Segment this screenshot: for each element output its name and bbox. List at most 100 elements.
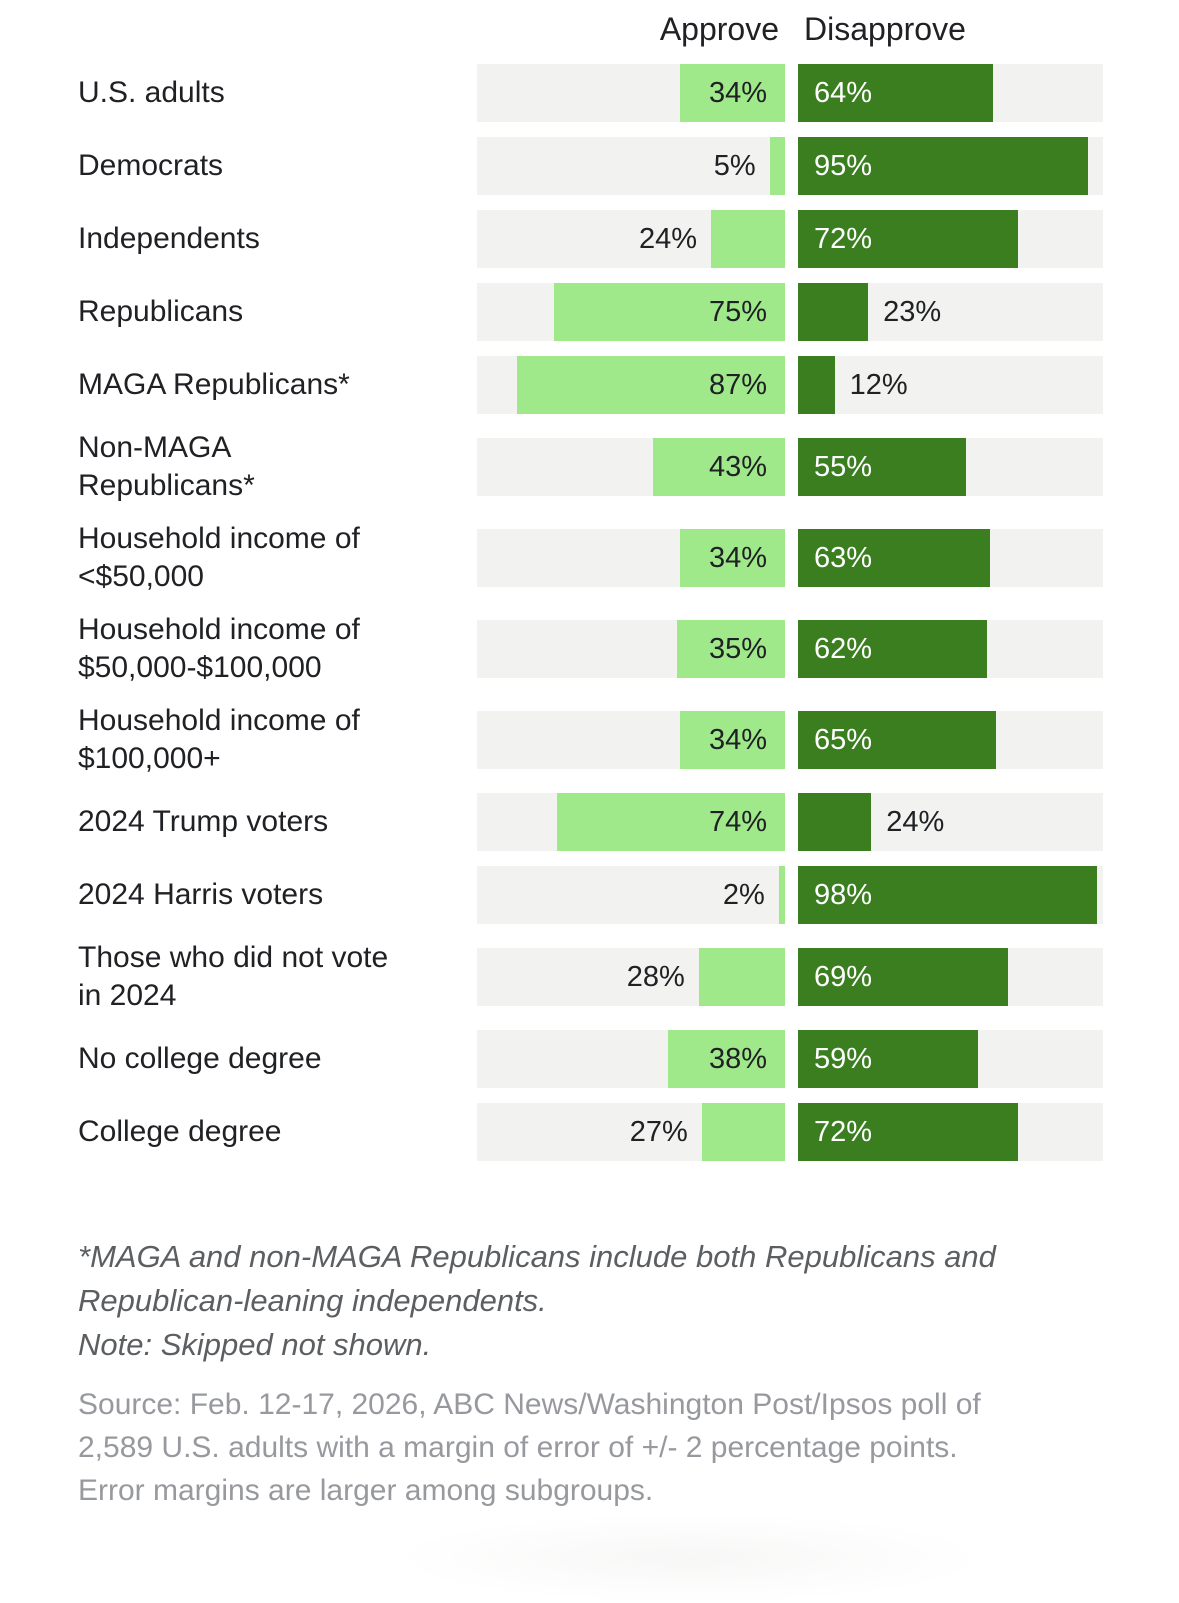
approve-value-label: 34% [708, 76, 767, 109]
approve-bar: 34% [680, 529, 785, 587]
approve-bar: 34% [680, 64, 785, 122]
approve-bar-track: 28% [477, 948, 785, 1006]
approve-bar: 35% [677, 620, 785, 678]
disapprove-bar: 62% [798, 620, 988, 678]
disapprove-value-label: 98% [814, 878, 873, 911]
approve-bar-track: 38% [477, 1030, 785, 1088]
row-group-label: No college degree [78, 1042, 322, 1075]
approve-value-label: 34% [708, 723, 767, 756]
footnote-note: Note: Skipped not shown. [78, 1327, 432, 1362]
disapprove-bar-track: 69% [798, 948, 1103, 1006]
poll-chart-page: Approve Disapprove U.S. adults 34% 64% D… [78, 10, 1103, 1512]
disapprove-column-header: Disapprove [804, 11, 966, 47]
disapprove-value-label: 64% [814, 76, 873, 109]
disapprove-value-label: 62% [814, 632, 873, 665]
disapprove-bar: 64% [798, 64, 994, 122]
chart-row: Those who did not vote in 2024 28% 69% [78, 939, 1103, 1015]
row-group-label: Household income of $100,000+ [78, 704, 360, 775]
disapprove-bar: 65% [798, 711, 997, 769]
approve-bar: 38% [667, 1030, 785, 1088]
approve-bar-track: 27% [477, 1103, 785, 1161]
approve-bar [769, 137, 785, 195]
disapprove-value-label: 59% [814, 1042, 873, 1075]
approve-bar-track: 87% [477, 356, 785, 414]
approve-bar-track: 74% [477, 793, 785, 851]
disapprove-bar: 59% [798, 1030, 978, 1088]
chart-footnotes: *MAGA and non-MAGA Republicans include b… [78, 1235, 1103, 1512]
approve-bar [698, 948, 785, 1006]
disapprove-value-label: 24% [886, 805, 945, 838]
approve-bar: 74% [557, 793, 785, 851]
disapprove-value-label: 23% [883, 295, 942, 328]
approve-bar [701, 1103, 785, 1161]
chart-row: Republicans 75% 23% [78, 283, 1103, 341]
chart-row: MAGA Republicans* 87% 12% [78, 356, 1103, 414]
disapprove-bar-track: 98% [798, 866, 1103, 924]
disapprove-bar: 98% [798, 866, 1097, 924]
disapprove-value-label: 55% [814, 450, 873, 483]
approve-bar-track: 24% [477, 210, 785, 268]
approve-bar-track: 35% [477, 620, 785, 678]
row-group-label: Household income of $50,000-$100,000 [78, 613, 360, 684]
disapprove-value-label: 12% [849, 368, 908, 401]
disapprove-bar-track: 24% [798, 793, 1103, 851]
approve-bar: 87% [517, 356, 785, 414]
source-credit: Source: Feb. 12-17, 2026, ABC News/Washi… [78, 1388, 981, 1507]
approve-bar-track: 2% [477, 866, 785, 924]
disapprove-bar-track: 95% [798, 137, 1103, 195]
disapprove-bar: 69% [798, 948, 1009, 1006]
approve-bar: 34% [680, 711, 785, 769]
row-group-label: U.S. adults [78, 76, 225, 109]
chart-row: Democrats 5% 95% [78, 137, 1103, 195]
row-group-label: Republicans [78, 295, 244, 328]
footnote-asterisk: *MAGA and non-MAGA Republicans include b… [78, 1239, 996, 1318]
disapprove-bar-track: 72% [798, 210, 1103, 268]
approve-value-label: 2% [722, 878, 765, 911]
approve-value-label: 27% [629, 1115, 688, 1148]
chart-row: No college degree 38% 59% [78, 1030, 1103, 1088]
approve-value-label: 34% [708, 541, 767, 574]
disapprove-bar-track: 12% [798, 356, 1103, 414]
disapprove-bar: 55% [798, 438, 966, 496]
approve-bar-track: 5% [477, 137, 785, 195]
chart-row: Household income of $100,000+ 34% 65% [78, 702, 1103, 778]
row-group-label: Those who did not vote in 2024 [78, 941, 389, 1012]
approve-value-label: 24% [639, 222, 698, 255]
disapprove-bar-track: 55% [798, 438, 1103, 496]
approve-value-label: 35% [708, 632, 767, 665]
approve-value-label: 5% [713, 149, 756, 182]
disapprove-bar [798, 356, 835, 414]
approve-bar: 75% [554, 283, 785, 341]
approve-bar [711, 210, 785, 268]
chart-row: College degree 27% 72% [78, 1103, 1103, 1161]
row-group-label: 2024 Harris voters [78, 878, 324, 911]
approve-value-label: 75% [708, 295, 767, 328]
chart-row: U.S. adults 34% 64% [78, 64, 1103, 122]
disapprove-bar-track: 23% [798, 283, 1103, 341]
disapprove-bar-track: 64% [798, 64, 1103, 122]
disapprove-bar: 72% [798, 1103, 1018, 1161]
disapprove-value-label: 72% [814, 222, 873, 255]
approve-value-label: 74% [708, 805, 767, 838]
row-group-label: Household income of <$50,000 [78, 522, 360, 593]
disapprove-bar-track: 62% [798, 620, 1103, 678]
approve-column-header: Approve [659, 11, 779, 47]
chart-row: 2024 Trump voters 74% 24% [78, 793, 1103, 851]
chart-column-headers: Approve Disapprove [78, 10, 1103, 48]
chart-row: Independents 24% 72% [78, 210, 1103, 268]
chart-row: Household income of $50,000-$100,000 35%… [78, 611, 1103, 687]
disapprove-value-label: 72% [814, 1115, 873, 1148]
disapprove-bar [798, 283, 869, 341]
approve-value-label: 87% [708, 368, 767, 401]
approve-bar-track: 75% [477, 283, 785, 341]
row-group-label: Democrats [78, 149, 224, 182]
approve-bar: 43% [652, 438, 785, 496]
chart-rows: U.S. adults 34% 64% Democrats 5% 95% [78, 64, 1103, 1161]
disapprove-value-label: 95% [814, 149, 873, 182]
disapprove-bar [798, 793, 872, 851]
disapprove-bar-track: 63% [798, 529, 1103, 587]
approve-value-label: 43% [708, 450, 767, 483]
row-group-label: Independents [78, 222, 260, 255]
row-group-label: College degree [78, 1115, 282, 1148]
disapprove-bar: 63% [798, 529, 991, 587]
